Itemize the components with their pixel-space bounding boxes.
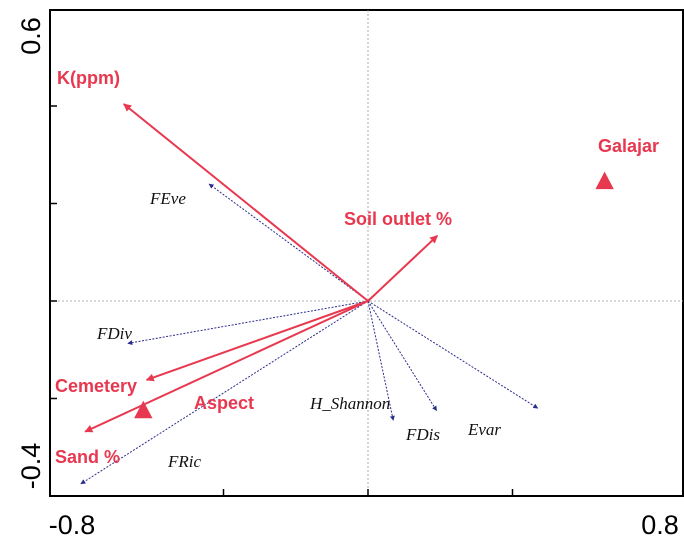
species-label-h-shannon: H_Shannon [309, 394, 390, 413]
x-tick-label-right: 0.8 [641, 510, 679, 540]
species-arrows [80, 183, 539, 485]
sample-point-cemetery [134, 400, 153, 419]
species-label-fdiv: FDiv [96, 324, 132, 343]
env-arrow-k-ppm [123, 103, 369, 302]
species-arrow-fric [80, 300, 369, 485]
env-arrow-aspect [145, 300, 369, 382]
environment-arrows [84, 103, 439, 433]
species-arrow-fdis [367, 300, 438, 412]
species-arrow-feve [208, 183, 369, 302]
y-tick-label-bottom: -0.4 [16, 443, 46, 490]
sample-points [134, 171, 614, 419]
sample-point-galajar [595, 171, 614, 190]
env-label-aspect: Aspect [194, 393, 254, 413]
species-label-feve: FEve [149, 189, 186, 208]
env-label-soil-outlet: Soil outlet % [344, 209, 452, 229]
env-arrow-sand [84, 300, 369, 433]
sample-label-galajar: Galajar [598, 136, 659, 156]
plot-frame [49, 9, 684, 497]
sample-label-cemetery: Cemetery [55, 376, 137, 396]
species-arrow-fdiv [127, 300, 369, 346]
env-label-sand: Sand % [55, 447, 120, 467]
env-arrow-soil-outlet [367, 234, 439, 302]
species-arrow-evar [367, 300, 539, 409]
y-axis-ticks [50, 9, 57, 400]
y-tick-label-top: 0.6 [16, 17, 46, 55]
species-label-evar: Evar [467, 420, 501, 439]
env-label-k-ppm: K(ppm) [57, 68, 120, 88]
species-label-fdis: FDis [405, 425, 440, 444]
species-arrow-h-shannon [367, 300, 395, 421]
x-axis-ticks [222, 489, 514, 496]
species-label-fric: FRic [167, 452, 201, 471]
x-tick-label-left: -0.8 [49, 510, 96, 540]
